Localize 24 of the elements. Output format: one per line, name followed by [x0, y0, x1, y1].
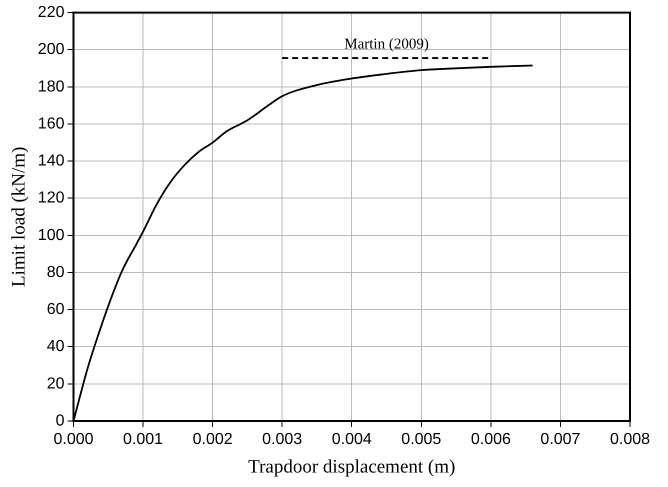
y-tick-label: 200 [38, 41, 65, 58]
y-tick-label: 140 [38, 152, 65, 170]
y-tick-label: 20 [46, 375, 65, 392]
y-tick-label: 80 [46, 264, 65, 281]
x-tick-label: 0.000 [53, 431, 94, 448]
x-tick-label: 0.005 [401, 431, 442, 448]
y-tick-label: 220 [38, 4, 65, 22]
x-tick-label: 0.003 [262, 431, 302, 448]
x-axis-title: Trapdoor displacement (m) [248, 456, 456, 478]
series-label: Martin (2009) [344, 36, 429, 53]
x-tick-label: 0.008 [610, 431, 650, 448]
y-tick-label: 160 [38, 115, 65, 132]
x-tick-label: 0.004 [332, 431, 372, 448]
x-tick-label: 0.001 [123, 431, 164, 448]
y-tick-label: 100 [38, 226, 65, 244]
y-tick-label: 0 [56, 412, 65, 430]
x-tick-label: 0.002 [192, 431, 233, 448]
x-tick-label: 0.006 [470, 431, 511, 448]
y-tick-label: 180 [38, 78, 65, 96]
y-tick-label: 120 [38, 190, 65, 207]
y-tick-label: 60 [46, 301, 65, 318]
x-tick-label: 0.007 [540, 431, 581, 448]
y-tick-label: 40 [46, 338, 65, 356]
y-axis-title: Limit load (kN/m) [8, 146, 30, 287]
